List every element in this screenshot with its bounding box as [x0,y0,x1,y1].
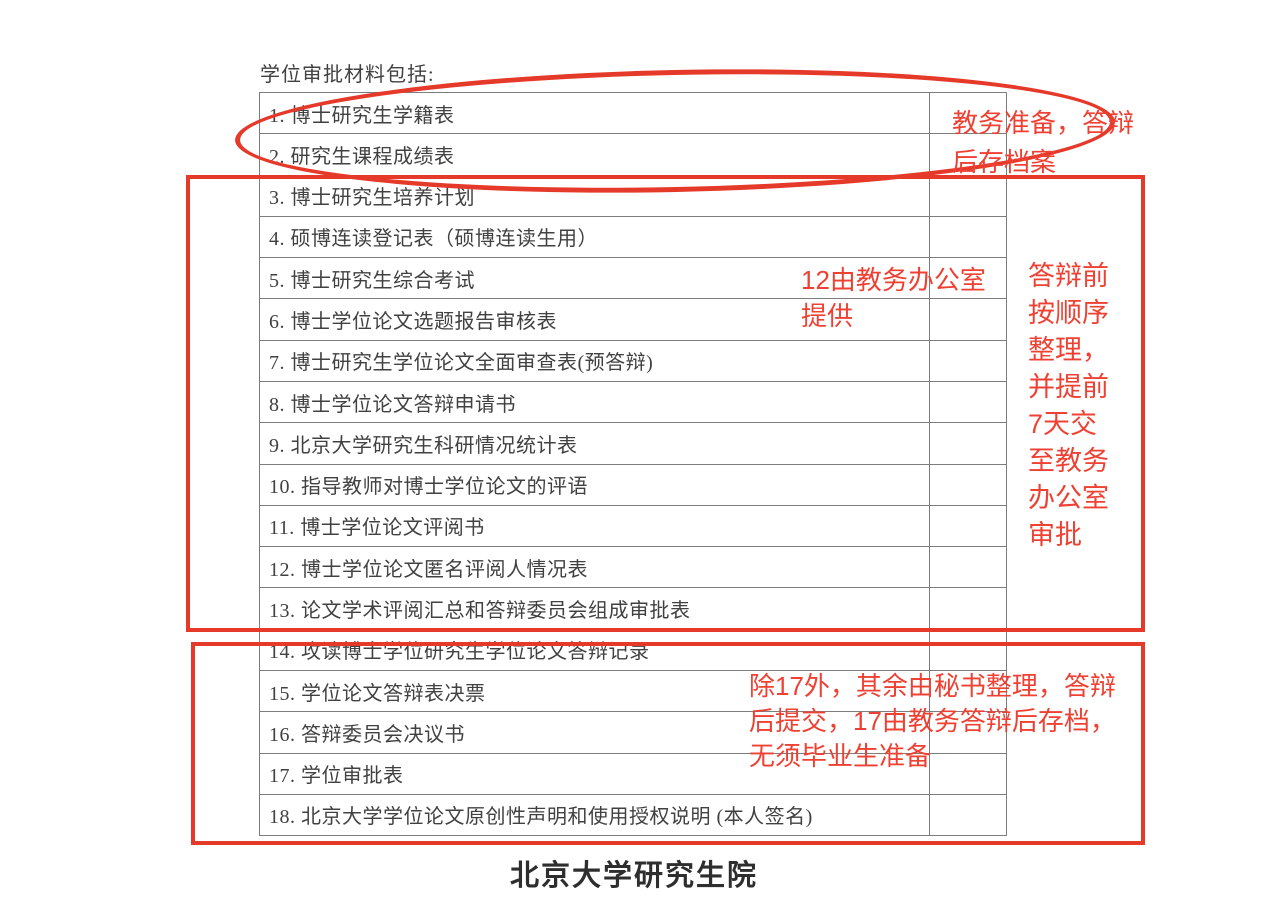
material-side-cell [929,258,1006,299]
annotation-line: 并提前 [1028,372,1109,402]
annotation-line: 审批 [1028,520,1082,550]
material-side-cell [929,423,1006,464]
material-item-label: 16. 答辩委员会决议书 [269,723,465,746]
annotation-line: 办公室 [1028,483,1109,513]
material-item-label: 12. 博士学位论文匿名评阅人情况表 [269,558,588,581]
material-item-label: 1. 博士研究生学籍表 [269,104,455,127]
material-item-label: 5. 博士研究生综合考试 [269,269,475,292]
material-item-label: 11. 博士学位论文评阅书 [269,517,485,540]
material-side-cell [929,340,1006,381]
table-row: 6. 博士学位论文选题报告审核表 [260,298,1006,340]
material-side-cell [929,299,1006,340]
table-row: 12. 博士学位论文匿名评阅人情况表 [260,546,1006,588]
material-side-cell [929,547,1006,588]
material-item-label: 2. 研究生课程成绩表 [269,145,455,168]
material-side-cell [929,588,1006,629]
table-row: 2. 研究生课程成绩表 [260,133,1006,175]
annotation-note-side: 答辩前按顺序整理， 并提前 7天交至教务办公室审批 [1028,258,1109,554]
material-side-cell [929,753,1006,794]
material-item-label: 13. 论文学术评阅汇总和答辩委员会组成审批表 [269,600,691,623]
page-title: 学位审批材料包括: [260,64,435,86]
material-item-label: 8. 博士学位论文答辩申请书 [269,393,516,416]
material-item-label: 18. 北京大学学位论文原创性声明和使用授权说明 (本人签名) [269,806,813,829]
table-row: 3. 博士研究生培养计划 [260,174,1006,216]
table-row: 16. 答辩委员会决议书 [260,711,1006,753]
annotation-note-bottom: 除17外，其余由秘书整理，答辩 后提交，17由教务答辩后存档， 无须毕业生准备 [749,669,1116,774]
material-item-label: 9. 北京大学研究生科研情况统计表 [269,434,578,457]
material-item-label: 15. 学位论文答辩表决票 [269,682,486,705]
annotation-line: 教务准备，答辩 [952,108,1135,138]
annotation-line: 提供 [801,301,854,331]
annotation-line: 答辩前 [1028,261,1109,291]
material-side-cell [929,216,1006,258]
material-side-cell [929,93,1006,134]
annotation-line: 12由教务办公室 [801,265,986,295]
annotation-line: 后提交，17由教务答辩后存档， [749,706,1116,736]
material-side-cell [929,134,1006,175]
annotation-line: 后存档案 [952,147,1057,177]
material-side-cell [929,381,1006,423]
material-side-cell [929,629,1006,670]
annotation-line: 除17外，其余由秘书整理，答辩 [749,671,1116,701]
table-row: 5. 博士研究生综合考试 [260,257,1006,299]
annotation-note-middle: 12由教务办公室 提供 [801,262,986,334]
materials-table: 1. 博士研究生学籍表 2. 研究生课程成绩表 3. 博士研究生培养计划 4. … [259,92,1007,836]
table-row: 13. 论文学术评阅汇总和答辩委员会组成审批表 [260,587,1006,629]
material-side-cell [929,175,1006,216]
material-side-cell [929,794,1006,836]
table-row: 1. 博士研究生学籍表 [260,93,1006,134]
material-side-cell [929,464,1006,505]
table-row: 10. 指导教师对博士学位论文的评语 [260,463,1006,505]
table-row: 14. 攻读博士学位研究生学位论文答辩记录 [260,628,1006,670]
annotation-line: 至教务 [1028,446,1109,476]
material-item-label: 17. 学位审批表 [269,765,404,788]
annotation-line: 按顺序 [1028,298,1109,328]
annotation-line: 无须毕业生准备 [749,741,932,771]
annotation-line: 7天交 [1028,409,1098,439]
table-row: 15. 学位论文答辩表决票 [260,669,1006,712]
material-item-label: 10. 指导教师对博士学位论文的评语 [269,476,588,499]
material-item-label: 4. 硕博连读登记表（硕博连读生用） [269,228,598,251]
annotation-note-top: 教务准备，答辩 后存档案 [952,104,1134,182]
table-row: 4. 硕博连读登记表（硕博连读生用） [260,215,1006,258]
material-item-label: 14. 攻读博士学位研究生学位论文答辩记录 [269,641,650,664]
material-side-cell [929,712,1006,753]
table-row: 7. 博士研究生学位论文全面审查表(预答辩) [260,339,1006,381]
table-row: 11. 博士学位论文评阅书 [260,504,1006,547]
material-side-cell [929,505,1006,547]
material-side-cell [929,670,1006,712]
materials-rows: 1. 博士研究生学籍表 2. 研究生课程成绩表 3. 博士研究生培养计划 4. … [260,93,1006,836]
table-row: 8. 博士学位论文答辩申请书 [260,380,1006,423]
table-row: 18. 北京大学学位论文原创性声明和使用授权说明 (本人签名) [260,793,1006,836]
material-item-label: 3. 博士研究生培养计划 [269,187,475,210]
footer-title: 北京大学研究生院 [509,860,758,892]
table-row: 17. 学位审批表 [260,752,1006,794]
annotation-line: 整理， [1028,335,1109,365]
table-row: 9. 北京大学研究生科研情况统计表 [260,422,1006,464]
material-item-label: 6. 博士学位论文选题报告审核表 [269,311,557,334]
material-item-label: 7. 博士研究生学位论文全面审查表(预答辩) [269,352,654,375]
